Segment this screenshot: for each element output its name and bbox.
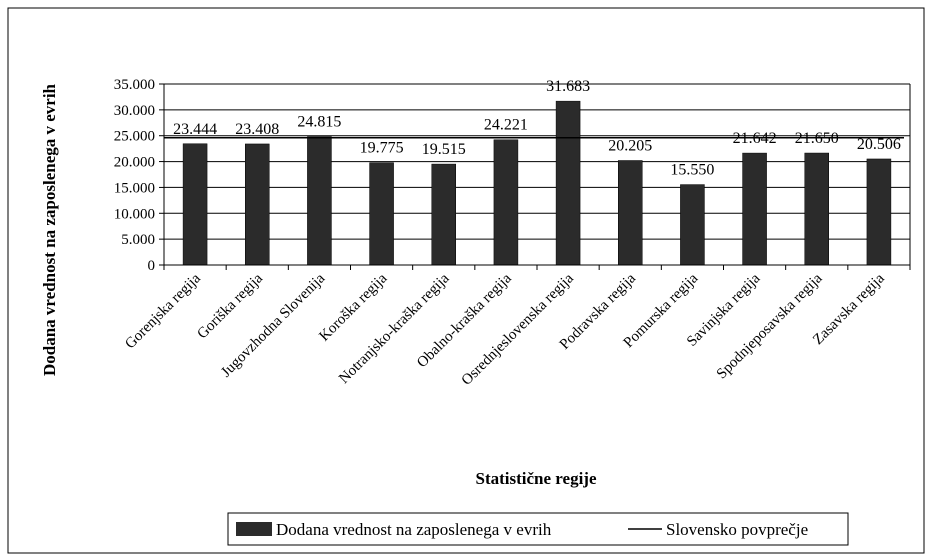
x-axis-title: Statistične regije — [475, 469, 596, 488]
legend-border — [227, 512, 849, 546]
legend-label-line: Slovensko povprečje — [666, 520, 808, 539]
bar-value-label: 19.775 — [360, 140, 404, 157]
bar — [804, 152, 829, 266]
y-tick-label: 10.000 — [114, 206, 155, 222]
bar-series — [182, 100, 892, 266]
bar-value-label: 19.515 — [422, 141, 466, 158]
bar-value-label: 21.642 — [733, 130, 777, 147]
bar — [431, 163, 456, 266]
bar-value-label: 15.550 — [670, 162, 714, 179]
bar — [307, 136, 332, 266]
y-tick-label: 20.000 — [114, 155, 155, 171]
y-tick-label: 15.000 — [114, 180, 155, 196]
bar — [742, 152, 767, 266]
bar-value-label: 23.408 — [235, 121, 279, 138]
y-tick-label: 30.000 — [114, 103, 155, 119]
legend-label-bars: Dodana vrednost na zaposlenega v evrih — [276, 520, 552, 539]
bar — [493, 139, 519, 266]
y-tick-label: 25.000 — [114, 129, 155, 145]
bar — [555, 100, 581, 266]
y-tick-label: 0 — [148, 258, 156, 274]
outer-border — [7, 7, 925, 554]
bar-value-label: 21.650 — [795, 130, 839, 147]
bar — [866, 158, 892, 266]
y-tick-label: 5.000 — [121, 232, 155, 248]
bar — [182, 143, 208, 266]
bar-value-label: 20.506 — [857, 136, 901, 153]
bar-value-label: 24.815 — [297, 114, 341, 131]
axes — [163, 84, 911, 270]
legend: Dodana vrednost na zaposlenega v evrih S… — [227, 512, 849, 546]
gridlines — [159, 83, 910, 266]
bar-value-label: 23.444 — [173, 121, 217, 138]
data-labels: 23.444 23.408 24.815 19.775 19.515 24.221 31.6… — [173, 78, 901, 178]
y-tick-labels: 0 5.000 10.000 15.000 20.000 25.000 30.000 35.0… — [114, 77, 155, 274]
bar — [618, 160, 643, 266]
bar-value-label: 24.221 — [484, 117, 528, 134]
y-axis-title: Dodana vrednost na zaposlenega v evrih — [40, 83, 59, 376]
bar-value-label: 31.683 — [546, 78, 590, 95]
bar — [680, 184, 705, 266]
y-tick-label: 35.000 — [114, 77, 155, 93]
legend-swatch-bars — [236, 522, 272, 536]
bar-value-label: 20.205 — [608, 138, 652, 155]
bar — [245, 143, 270, 266]
bar — [369, 162, 394, 266]
